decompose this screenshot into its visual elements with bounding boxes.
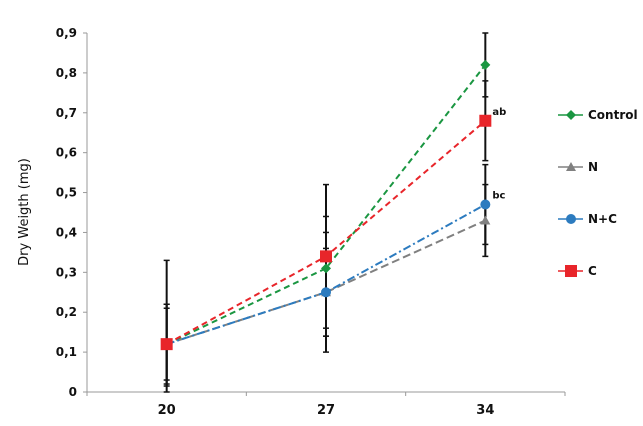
y-tick-label: 0 bbox=[69, 385, 77, 399]
y-tick-label: 0,8 bbox=[56, 66, 77, 80]
y-tick-label: 0,3 bbox=[56, 265, 77, 279]
data-point-C bbox=[479, 114, 492, 127]
legend: Control N N+C C bbox=[558, 108, 638, 278]
annotation: bc bbox=[492, 191, 505, 202]
series-markers: ab bc bbox=[160, 59, 506, 351]
y-axis-label: Dry Weigth (mg) bbox=[17, 158, 32, 266]
data-point-Control bbox=[321, 263, 331, 274]
x-tick-label: 20 bbox=[158, 403, 176, 418]
legend-marker bbox=[566, 214, 576, 224]
axes: 0 0,1 0,2 0,3 0,4 0,5 0,6 0,7 0,8 0,9 20 27 34 bbox=[56, 26, 566, 418]
y-tick-label: 0,7 bbox=[56, 106, 77, 120]
data-point-N bbox=[480, 215, 491, 225]
data-point-C bbox=[320, 250, 332, 263]
y-tick-label: 0,9 bbox=[56, 26, 77, 40]
data-point-C bbox=[160, 338, 173, 351]
annotation: ab bbox=[492, 107, 506, 118]
legend-marker bbox=[566, 110, 576, 120]
y-tick-label: 0,5 bbox=[56, 186, 77, 200]
error-bars bbox=[163, 32, 489, 393]
legend-marker bbox=[566, 162, 576, 171]
legend-label: C bbox=[588, 264, 597, 278]
data-point-N+C bbox=[480, 199, 491, 210]
x-tick-label: 34 bbox=[476, 403, 494, 418]
x-tick-label: 27 bbox=[317, 403, 335, 418]
legend-label: Control bbox=[588, 108, 638, 122]
data-point-N+C bbox=[321, 287, 331, 298]
y-tick-label: 0,1 bbox=[56, 345, 77, 359]
legend-label: N bbox=[588, 160, 598, 174]
data-point-Control bbox=[480, 59, 491, 70]
y-tick-label: 0,2 bbox=[56, 305, 77, 319]
legend-label: N+C bbox=[588, 212, 617, 226]
y-tick-label: 0,4 bbox=[56, 225, 77, 239]
legend-marker bbox=[565, 265, 577, 277]
y-tick-label: 0,6 bbox=[56, 146, 77, 160]
